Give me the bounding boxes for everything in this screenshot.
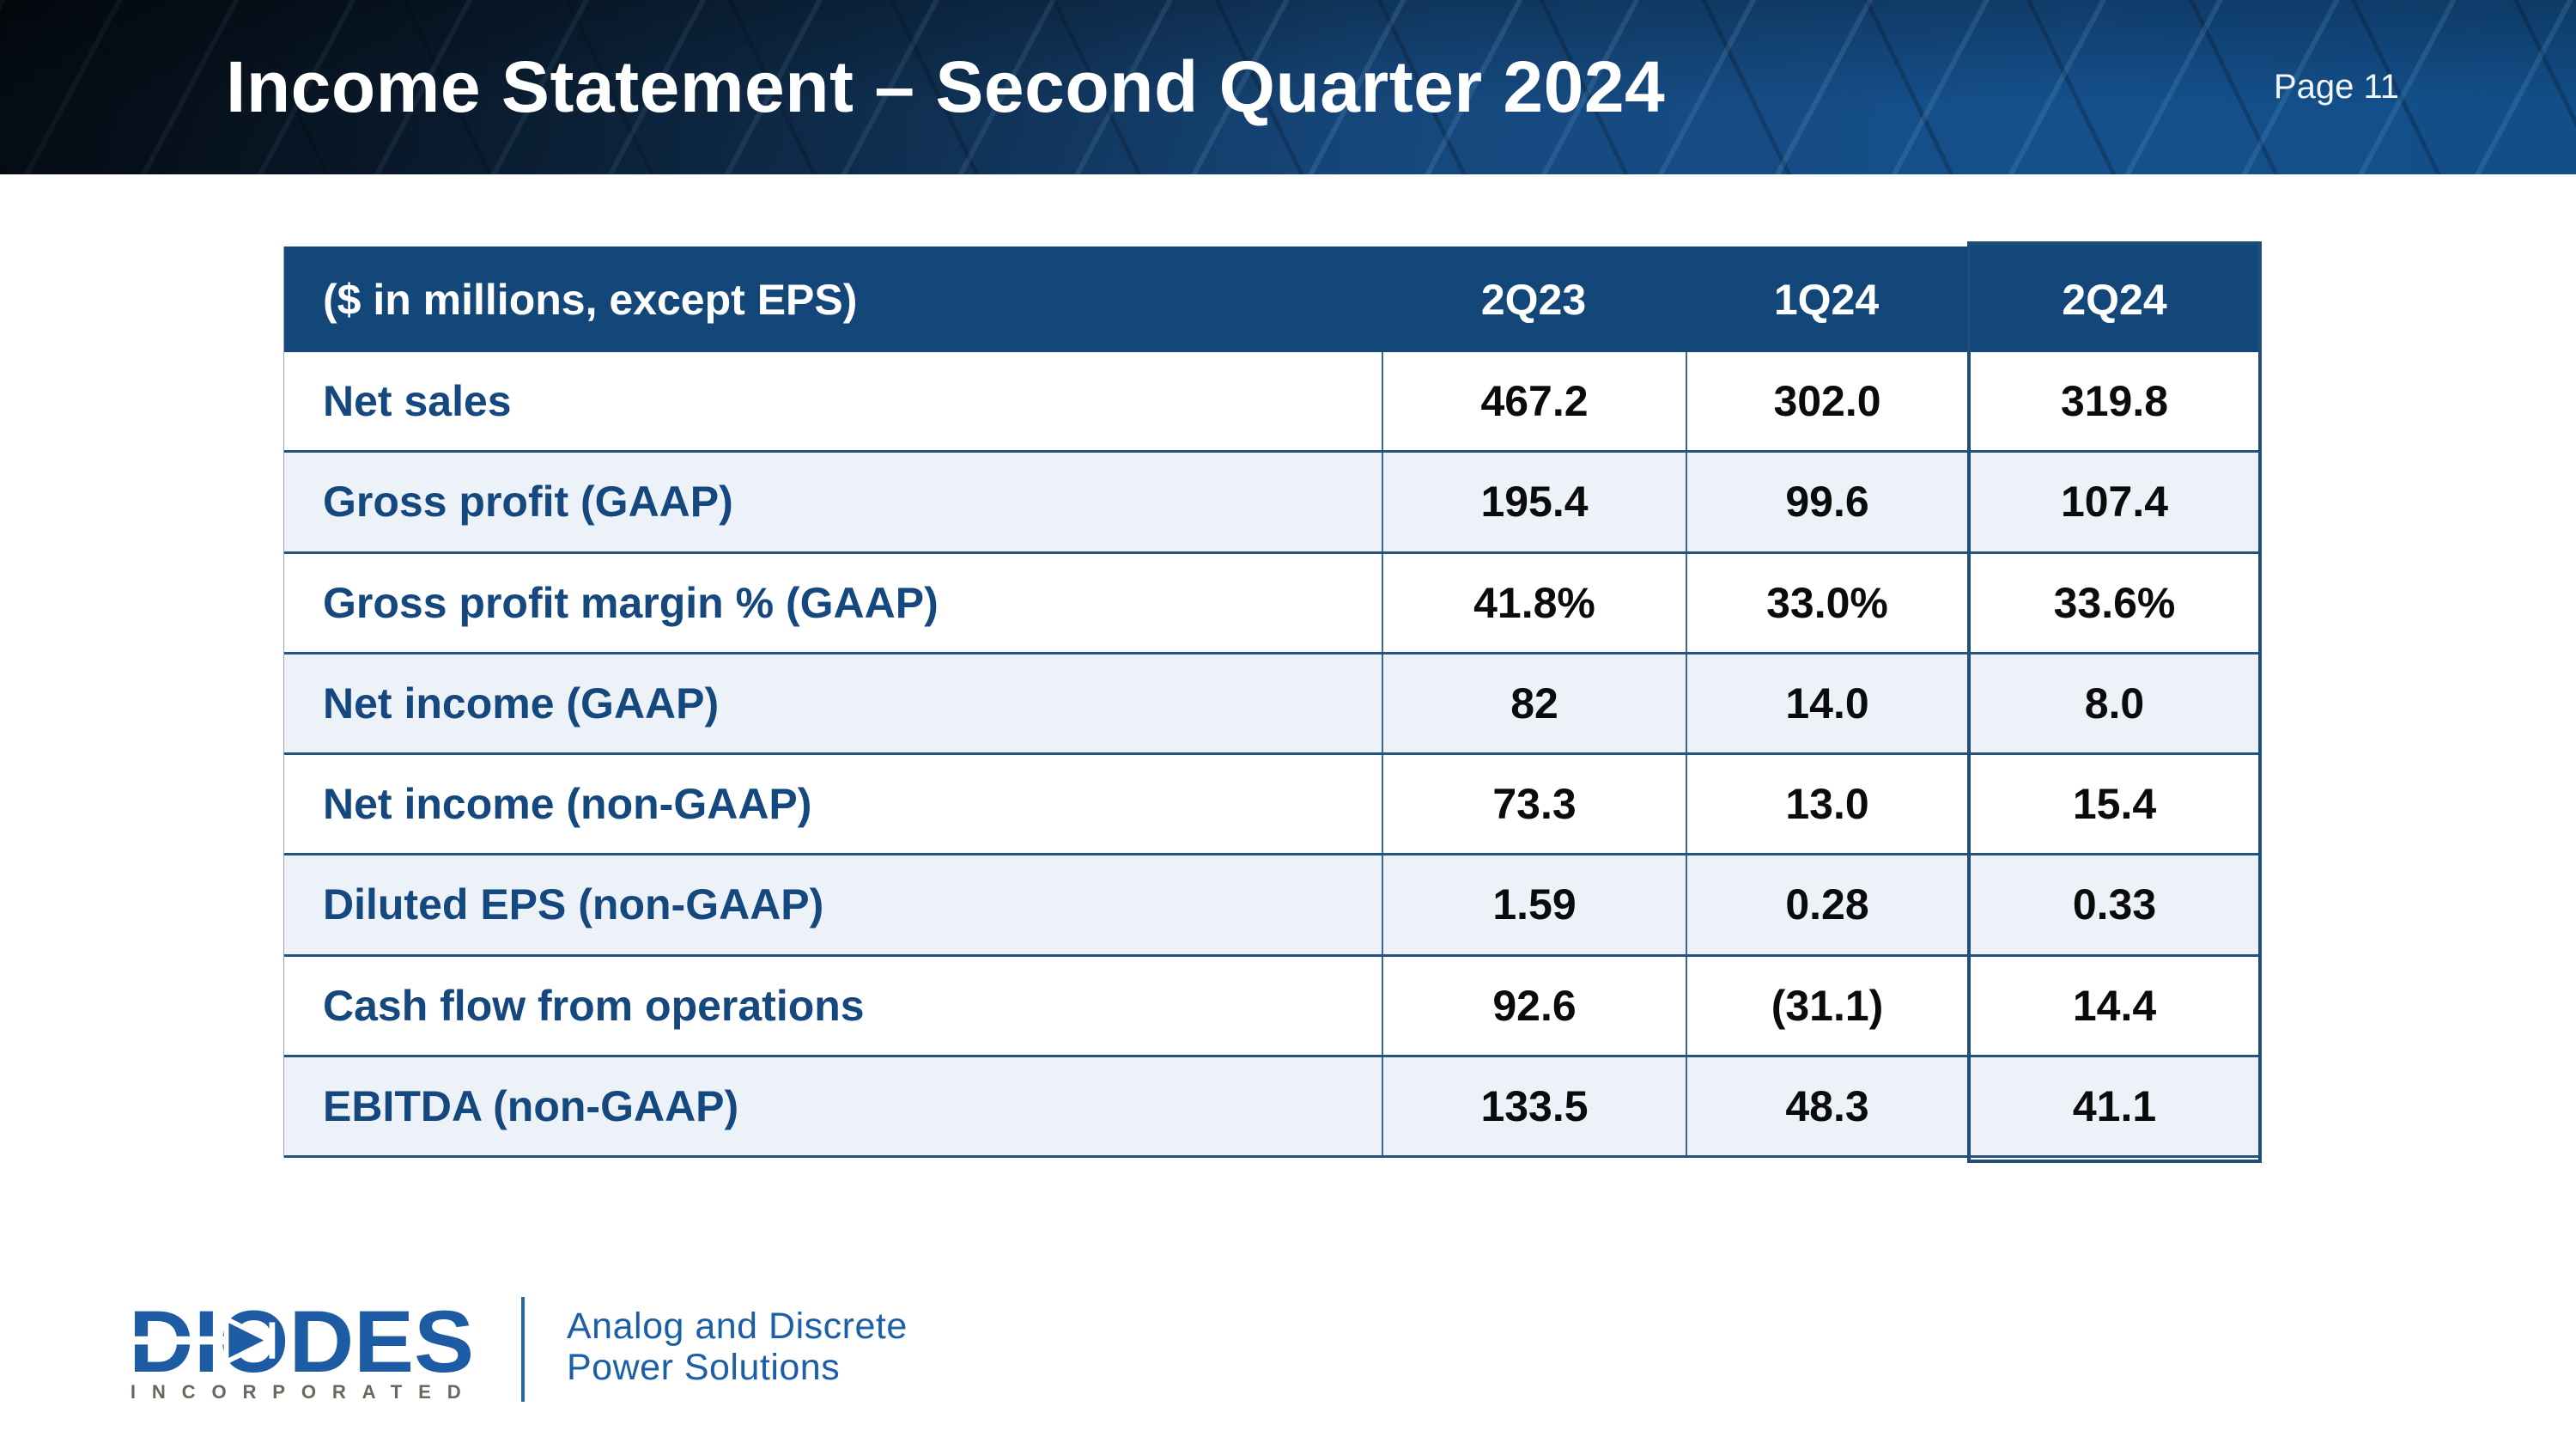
cell-1q24: 302.0 — [1686, 352, 1967, 451]
table-row: Gross profit (GAAP) 195.4 99.6 107.4 — [284, 453, 2262, 554]
cell-1q24: 33.0% — [1686, 553, 1967, 652]
table-body: Net sales 467.2 302.0 319.8 Gross profit (GA… — [284, 352, 2262, 1158]
logo-divider — [521, 1297, 525, 1402]
tagline-line-2: Power Solutions — [567, 1347, 841, 1388]
cell-2q23: 133.5 — [1382, 1056, 1686, 1155]
table-row: Diluted EPS (non-GAAP) 1.59 0.28 0.33 — [284, 855, 2262, 957]
row-label: Diluted EPS (non-GAAP) — [323, 880, 824, 929]
table-row: EBITDA (non-GAAP) 133.5 48.3 41.1 — [284, 1056, 2262, 1158]
row-label: EBITDA (non-GAAP) — [323, 1081, 739, 1130]
cell-2q24: 0.33 — [2072, 880, 2157, 929]
table-header-row: ($ in millions, except EPS) 2Q23 1Q24 2Q… — [284, 247, 2262, 352]
table-row: Net sales 467.2 302.0 319.8 — [284, 352, 2262, 454]
header-banner: Income Statement – Second Quarter 2024 P… — [0, 0, 2576, 174]
table-row: Cash flow from operations 92.6 (31.1) 14.4 — [284, 956, 2262, 1057]
diodes-wordmark: DIODES — [129, 1302, 474, 1391]
cell-1q24: 14.0 — [1686, 654, 1967, 752]
table-row: Net income (GAAP) 82 14.0 8.0 — [284, 654, 2262, 755]
cell-2q23: 1.59 — [1382, 855, 1686, 954]
cell-2q24: 15.4 — [2072, 780, 2157, 829]
cell-2q24: 14.4 — [2072, 981, 2157, 1030]
incorporated-label: INCORPORATED — [131, 1381, 471, 1403]
cell-2q24: 33.6% — [2053, 578, 2176, 627]
row-label: Gross profit (GAAP) — [323, 478, 733, 527]
cell-1q24: 13.0 — [1686, 755, 1967, 854]
table-header-2q23: 2Q23 — [1480, 275, 1587, 324]
cell-1q24: 0.28 — [1686, 855, 1967, 954]
cell-2q24: 107.4 — [2060, 478, 2169, 527]
cell-2q23: 41.8% — [1382, 553, 1686, 652]
cell-2q23: 195.4 — [1382, 453, 1686, 551]
cell-1q24: (31.1) — [1686, 956, 1967, 1055]
table-header-unit-label: ($ in millions, except EPS) — [323, 275, 858, 324]
logo-tagline: Analog and Discrete Power Solutions — [567, 1306, 908, 1388]
row-label: Net income (non-GAAP) — [323, 780, 812, 829]
diode-symbol-icon — [129, 1314, 276, 1367]
cell-2q24: 8.0 — [2084, 679, 2145, 728]
diodes-logo: DIODES INCORPORATED — [129, 1302, 474, 1403]
tagline-line-1: Analog and Discrete — [567, 1306, 908, 1347]
row-label: Gross profit margin % (GAAP) — [323, 578, 939, 627]
cell-2q23: 73.3 — [1382, 755, 1686, 854]
table-row: Net income (non-GAAP) 73.3 13.0 15.4 — [284, 755, 2262, 856]
row-label: Net income (GAAP) — [323, 679, 720, 728]
cell-1q24: 99.6 — [1686, 453, 1967, 551]
page-number: Page 11 — [2274, 68, 2400, 106]
table-row: Gross profit margin % (GAAP) 41.8% 33.0% 33… — [284, 553, 2262, 654]
slide-title: Income Statement – Second Quarter 2024 — [226, 46, 1666, 127]
table-header-1q24: 1Q24 — [1773, 275, 1880, 324]
cell-1q24: 48.3 — [1686, 1056, 1967, 1155]
row-label: Net sales — [323, 377, 512, 426]
cell-2q24: 319.8 — [2060, 377, 2169, 426]
income-statement-table: ($ in millions, except EPS) 2Q23 1Q24 2Q… — [283, 241, 2262, 1163]
cell-2q23: 92.6 — [1382, 956, 1686, 1055]
row-label: Cash flow from operations — [323, 981, 865, 1030]
cell-2q24: 41.1 — [2072, 1081, 2157, 1130]
cell-2q23: 82 — [1382, 654, 1686, 752]
table-header-2q24: 2Q24 — [2062, 275, 2167, 324]
cell-2q23: 467.2 — [1382, 352, 1686, 451]
